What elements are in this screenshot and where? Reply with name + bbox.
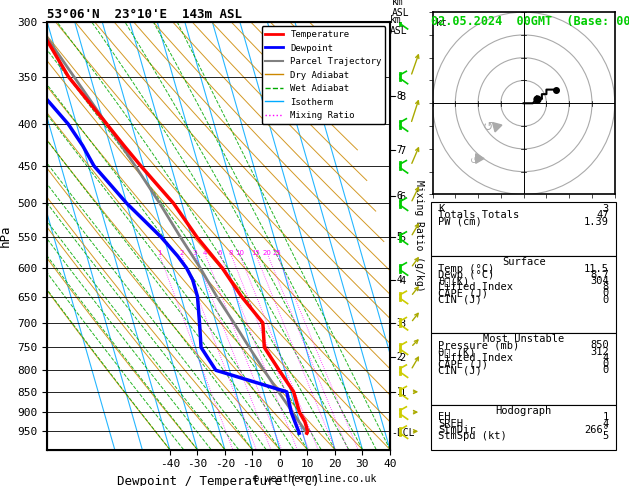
Text: Lifted Index: Lifted Index: [438, 353, 513, 363]
Text: Totals Totals: Totals Totals: [438, 210, 520, 220]
Text: PW (cm): PW (cm): [438, 217, 482, 226]
Text: SREH: SREH: [438, 418, 464, 429]
Text: -1: -1: [392, 387, 403, 397]
Text: 4: 4: [603, 353, 609, 363]
Bar: [431, 256, 616, 333]
Text: θᴄ(K): θᴄ(K): [438, 276, 469, 286]
Text: 4: 4: [603, 418, 609, 429]
Text: 3: 3: [603, 204, 609, 214]
Text: 0: 0: [603, 365, 609, 375]
Text: -2: -2: [392, 352, 403, 362]
Text: -5: -5: [392, 232, 403, 242]
Text: 0: 0: [603, 359, 609, 369]
Text: -8: -8: [392, 91, 403, 102]
Text: 53°06'N  23°10'E  143m ASL: 53°06'N 23°10'E 143m ASL: [47, 8, 242, 21]
Text: Lifted Index: Lifted Index: [438, 282, 513, 292]
Text: 8: 8: [228, 250, 233, 256]
Text: 20: 20: [263, 250, 272, 256]
Text: 850: 850: [590, 341, 609, 350]
Text: K: K: [438, 204, 445, 214]
Text: StmDir: StmDir: [438, 425, 476, 435]
Text: Mixing Ratio (g/kg): Mixing Ratio (g/kg): [415, 180, 425, 292]
Text: Dewp (°C): Dewp (°C): [438, 270, 494, 280]
Text: 0: 0: [603, 288, 609, 298]
Text: $\circlearrowleft$: $\circlearrowleft$: [480, 121, 494, 134]
Text: Surface: Surface: [502, 258, 545, 267]
Text: CIN (J): CIN (J): [438, 295, 482, 305]
Text: $\circlearrowleft$: $\circlearrowleft$: [468, 155, 479, 164]
Text: CAPE (J): CAPE (J): [438, 288, 488, 298]
Text: 11.5: 11.5: [584, 263, 609, 274]
Text: -7: -7: [392, 145, 403, 155]
Text: 02.05.2024  00GMT  (Base: 00): 02.05.2024 00GMT (Base: 00): [431, 15, 629, 28]
Text: 15: 15: [251, 250, 260, 256]
Text: 304: 304: [590, 276, 609, 286]
Text: Temp (°C): Temp (°C): [438, 263, 494, 274]
Text: CIN (J): CIN (J): [438, 365, 482, 375]
X-axis label: Dewpoint / Temperature (°C): Dewpoint / Temperature (°C): [118, 475, 320, 486]
Text: -6: -6: [392, 191, 403, 201]
Y-axis label: hPa: hPa: [0, 225, 12, 247]
Legend: Temperature, Dewpoint, Parcel Trajectory, Dry Adiabat, Wet Adiabat, Isotherm, Mi: Temperature, Dewpoint, Parcel Trajectory…: [262, 26, 386, 124]
Text: 1.39: 1.39: [584, 217, 609, 226]
Text: StmSpd (kt): StmSpd (kt): [438, 431, 507, 441]
Text: Hodograph: Hodograph: [496, 406, 552, 416]
Text: 1: 1: [157, 250, 161, 256]
Text: kt: kt: [436, 17, 448, 28]
Text: 8: 8: [603, 282, 609, 292]
Text: 2: 2: [179, 250, 184, 256]
Text: 47: 47: [596, 210, 609, 220]
Text: 6: 6: [218, 250, 222, 256]
Text: km
ASL: km ASL: [390, 15, 408, 36]
Bar: [431, 333, 616, 405]
Text: 312: 312: [590, 347, 609, 357]
Bar: [431, 405, 616, 450]
Text: -3: -3: [392, 318, 403, 328]
Text: 4: 4: [203, 250, 208, 256]
Text: CAPE (J): CAPE (J): [438, 359, 488, 369]
Text: Most Unstable: Most Unstable: [483, 334, 564, 344]
Text: 3: 3: [192, 250, 198, 256]
Text: θᴄ (K): θᴄ (K): [438, 347, 476, 357]
Text: km
ASL: km ASL: [392, 0, 409, 18]
Text: 1: 1: [603, 412, 609, 422]
Text: 10: 10: [235, 250, 244, 256]
Bar: [431, 202, 616, 256]
Text: Pressure (mb): Pressure (mb): [438, 341, 520, 350]
Text: -4: -4: [392, 275, 403, 285]
Text: 8.7: 8.7: [590, 270, 609, 280]
Text: © weatheronline.co.uk: © weatheronline.co.uk: [253, 473, 376, 484]
Text: EH: EH: [438, 412, 451, 422]
Text: 5: 5: [603, 431, 609, 441]
Text: 0: 0: [603, 295, 609, 305]
Text: 266°: 266°: [584, 425, 609, 435]
Text: 25: 25: [272, 250, 281, 256]
Text: -LCL: -LCL: [392, 428, 415, 438]
